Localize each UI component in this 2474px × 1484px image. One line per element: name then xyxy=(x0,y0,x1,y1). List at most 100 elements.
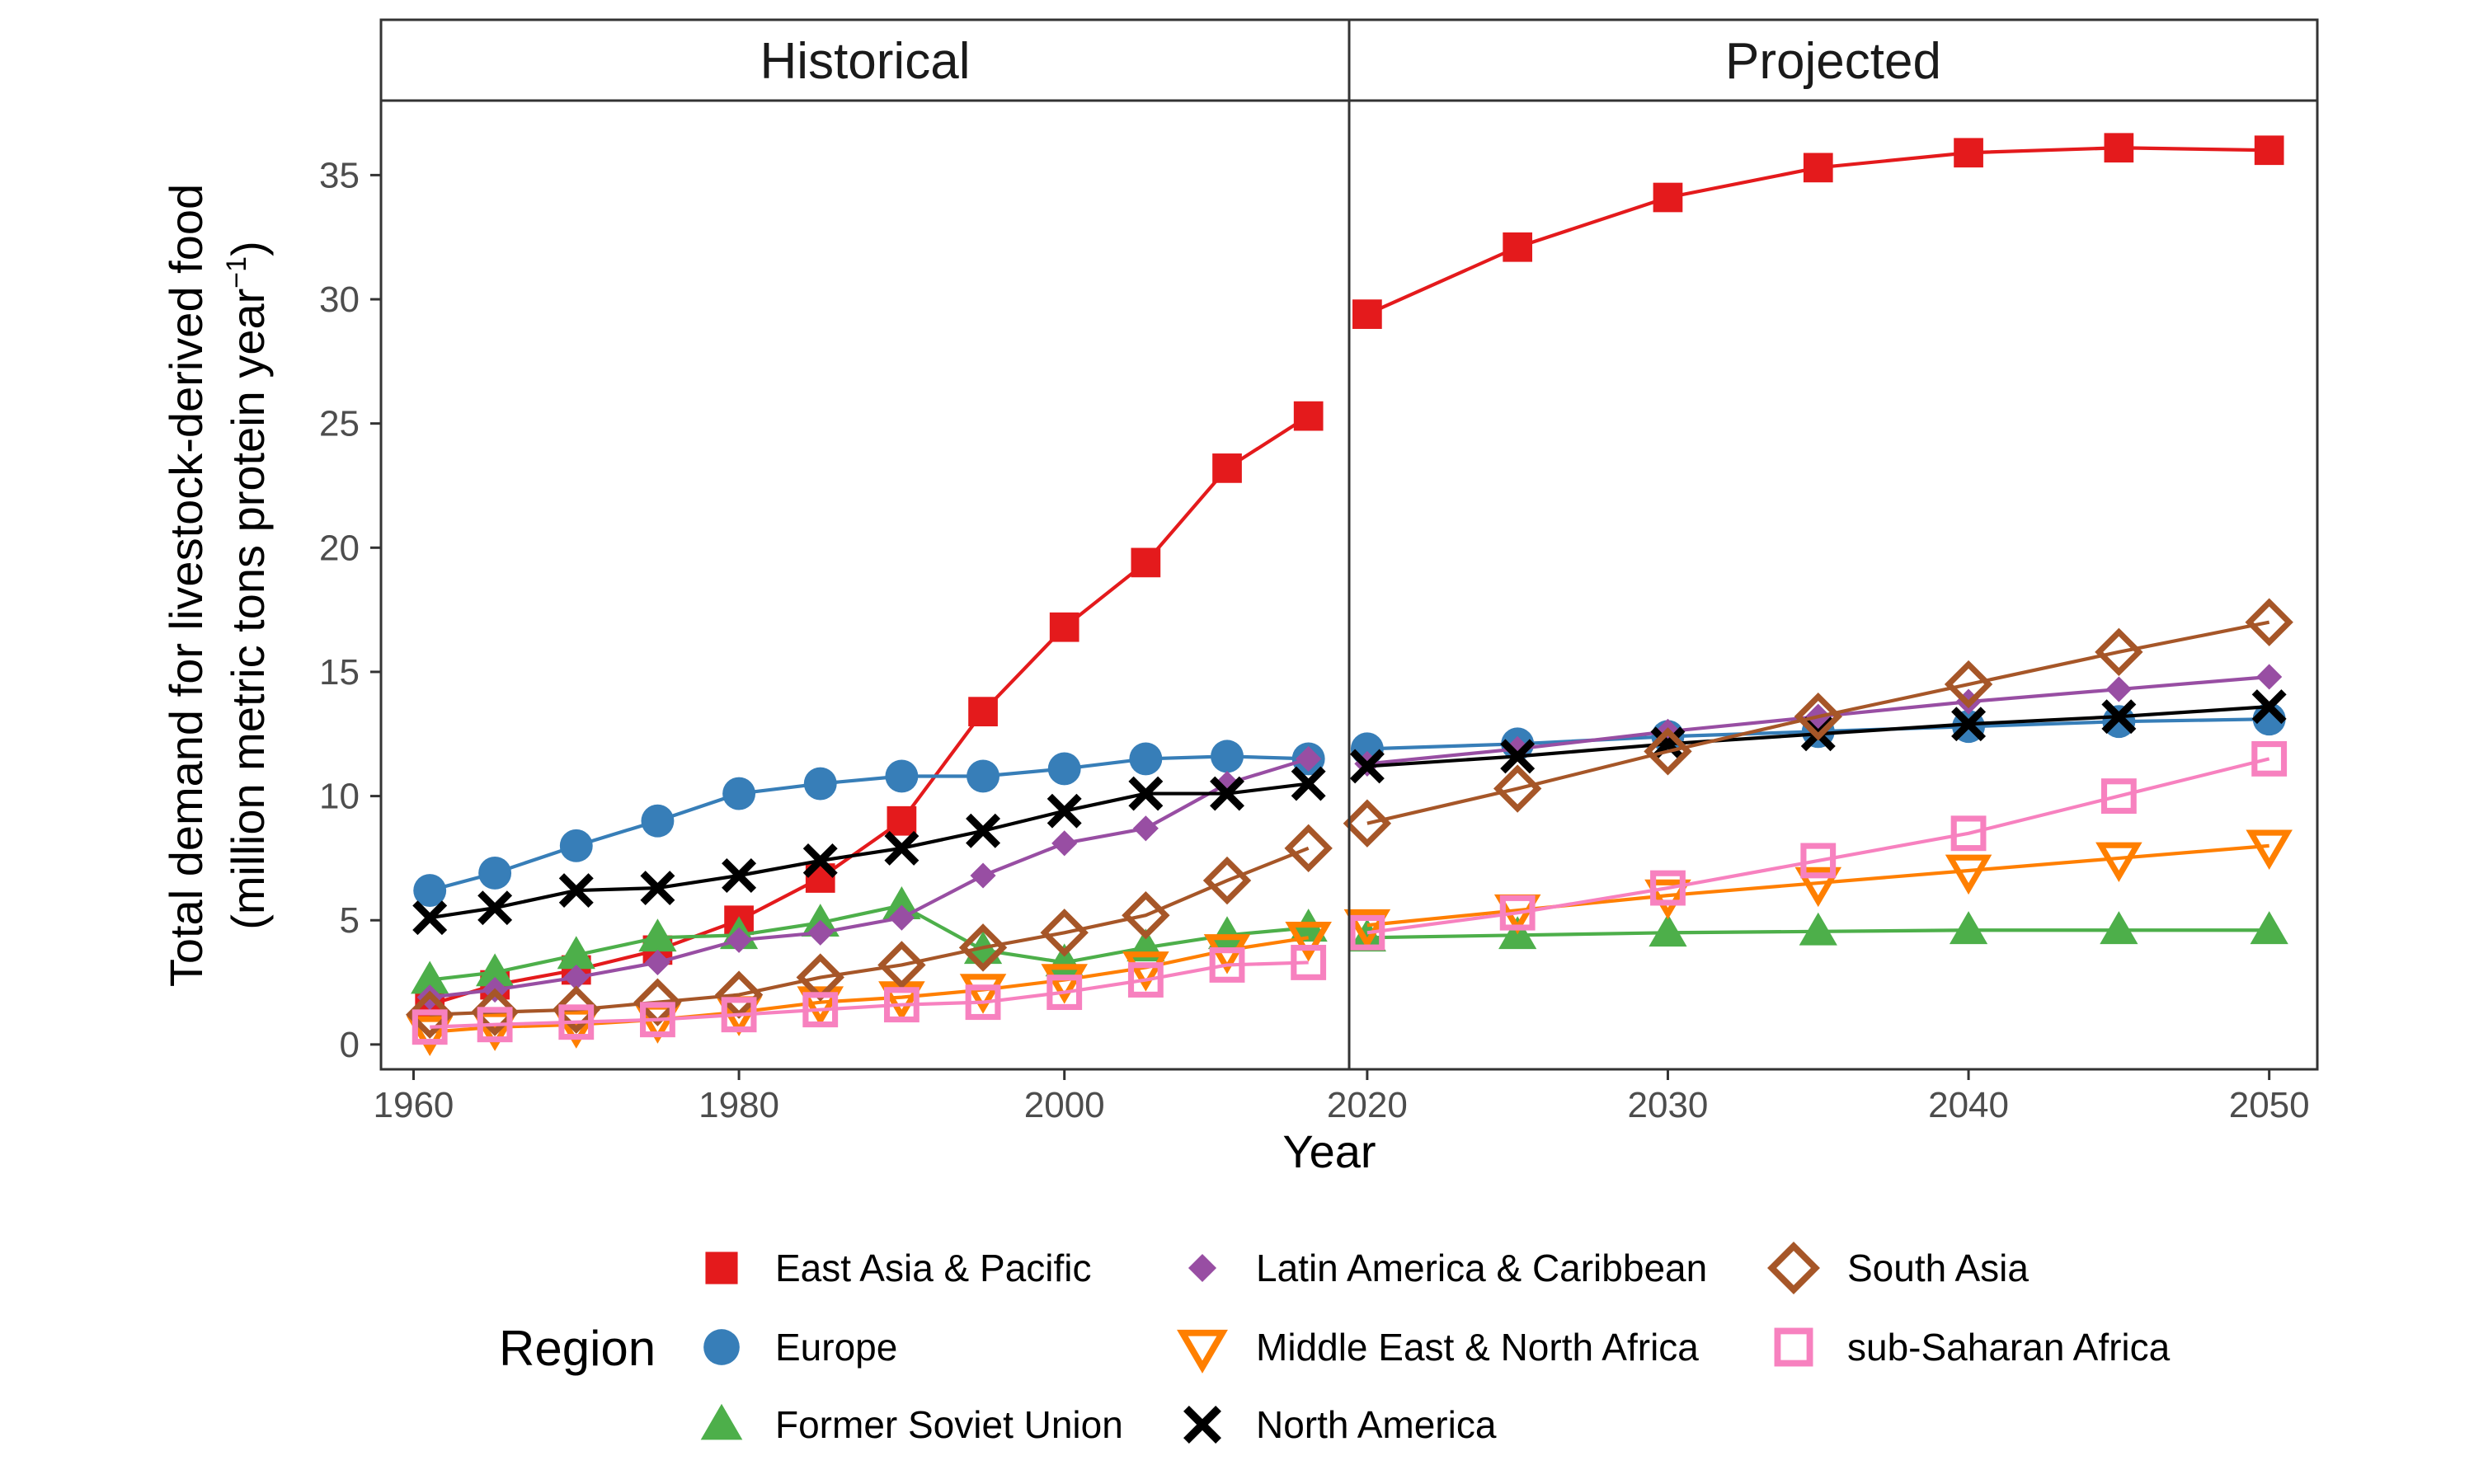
legend-label: East Asia & Pacific xyxy=(775,1247,1092,1289)
panel-historical: Historical 1960 1980 2000 xyxy=(374,18,1351,1125)
data-point xyxy=(967,759,1000,793)
data-point xyxy=(559,829,593,862)
legend-item-europe: Europe xyxy=(703,1326,897,1369)
data-point xyxy=(558,1004,595,1040)
data-point xyxy=(1041,964,1088,1004)
data-point xyxy=(2246,829,2293,870)
x-axis-title: Year xyxy=(1282,1125,1376,1177)
series-line xyxy=(429,782,1309,920)
facet-strip xyxy=(379,18,1351,102)
data-point xyxy=(413,874,447,908)
legend-key xyxy=(1774,1327,1813,1367)
legend-symbol xyxy=(1774,1327,1813,1367)
legend-item-former-soviet-union: Former Soviet Union xyxy=(700,1403,1123,1446)
legend-key xyxy=(700,1403,743,1440)
data-point xyxy=(2100,778,2137,815)
data-point xyxy=(968,697,998,727)
series-sub-saharan-africa-historical xyxy=(412,945,1327,1045)
series-south-asia-projected xyxy=(1343,598,2293,848)
y-tick-label: 35 xyxy=(319,155,360,195)
data-point xyxy=(1951,707,1987,742)
series-middle-east-and-north-africa-historical xyxy=(406,922,1332,1056)
data-point xyxy=(1127,962,1164,998)
y-tick-label: 30 xyxy=(319,279,360,320)
data-point xyxy=(1950,815,1987,852)
y-axis: 0 5 10 15 20 25 30 35 xyxy=(319,155,381,1065)
data-point xyxy=(2254,135,2284,166)
data-point xyxy=(558,873,594,909)
data-point xyxy=(1649,913,1687,947)
data-point xyxy=(2101,699,2137,735)
y-axis-title-line1: Total demand for livestock-derived food xyxy=(160,184,212,987)
legend-key xyxy=(1188,1253,1217,1283)
series-line xyxy=(1366,757,2270,935)
series-line xyxy=(429,904,1309,982)
data-point xyxy=(1343,799,1392,848)
legend-symbol xyxy=(1767,1242,1820,1294)
data-point xyxy=(471,1011,519,1051)
legend-symbol xyxy=(1177,1329,1228,1374)
data-point xyxy=(1291,945,1327,980)
legend-key xyxy=(705,1252,738,1284)
data-point xyxy=(563,964,590,991)
data-point xyxy=(958,923,1008,972)
data-point xyxy=(1132,815,1159,842)
legend-item-north-america: North America xyxy=(1183,1403,1497,1446)
data-point xyxy=(1131,547,1161,578)
data-point xyxy=(1794,866,1842,908)
data-point xyxy=(2256,664,2283,690)
data-point xyxy=(1799,912,1837,946)
data-point xyxy=(557,936,595,970)
data-point xyxy=(959,974,1007,1014)
data-point xyxy=(1293,401,1324,431)
legend-item-latin-america-and-caribbean: Latin America & Caribbean xyxy=(1188,1247,1707,1289)
data-point xyxy=(721,997,757,1033)
data-point xyxy=(2100,911,2138,945)
series-former-soviet-union-projected xyxy=(1348,911,2288,952)
data-point xyxy=(2105,676,2132,702)
data-point xyxy=(1047,974,1083,1011)
data-point xyxy=(412,900,448,936)
data-point xyxy=(1499,895,1536,931)
data-point xyxy=(1343,909,1391,950)
x-tick-label: 1980 xyxy=(698,1085,779,1125)
legend-symbol xyxy=(1183,1406,1221,1444)
data-point xyxy=(1500,739,1536,774)
legend-key xyxy=(703,1329,740,1365)
data-point xyxy=(726,927,752,953)
data-point xyxy=(1211,740,1244,773)
legend-label: sub-Saharan Africa xyxy=(1847,1326,2171,1369)
data-point xyxy=(1051,830,1078,857)
data-point xyxy=(1794,692,1842,741)
data-point xyxy=(802,992,839,1028)
x-tick-label: 2050 xyxy=(2229,1085,2310,1125)
y-tick-label: 10 xyxy=(319,777,360,817)
legend-item-middle-east-and-north-africa: Middle East & North Africa xyxy=(1177,1326,1699,1374)
series-line xyxy=(1366,620,2270,825)
data-point xyxy=(1650,870,1686,906)
legend-label: Former Soviet Union xyxy=(775,1403,1123,1446)
y-tick-label: 15 xyxy=(319,652,360,693)
data-point xyxy=(1040,909,1089,957)
series-line xyxy=(429,757,1310,999)
data-point xyxy=(1210,776,1244,811)
legend-item-south-asia: South Asia xyxy=(1767,1242,2029,1294)
data-point xyxy=(1202,856,1252,905)
facet-strip xyxy=(1348,18,2319,102)
data-point xyxy=(1954,138,1983,168)
data-point xyxy=(1122,951,1169,992)
x-tick-label: 1960 xyxy=(374,1085,454,1125)
x-tick-label: 2030 xyxy=(1628,1085,1709,1125)
panel-border xyxy=(1348,99,2319,1071)
x-tick-label: 2020 xyxy=(1327,1085,1408,1125)
data-point xyxy=(412,1009,448,1045)
legend-label: North America xyxy=(1256,1403,1497,1446)
data-point xyxy=(1284,824,1333,873)
facet-strip-label: Historical xyxy=(760,33,971,90)
x-tick-label: 2040 xyxy=(1928,1085,2009,1125)
data-point xyxy=(633,978,682,1026)
data-point xyxy=(477,890,513,926)
legend-item-east-asia-and-pacific: East Asia & Pacific xyxy=(705,1247,1092,1289)
data-point xyxy=(803,767,837,801)
data-point xyxy=(2251,689,2287,725)
